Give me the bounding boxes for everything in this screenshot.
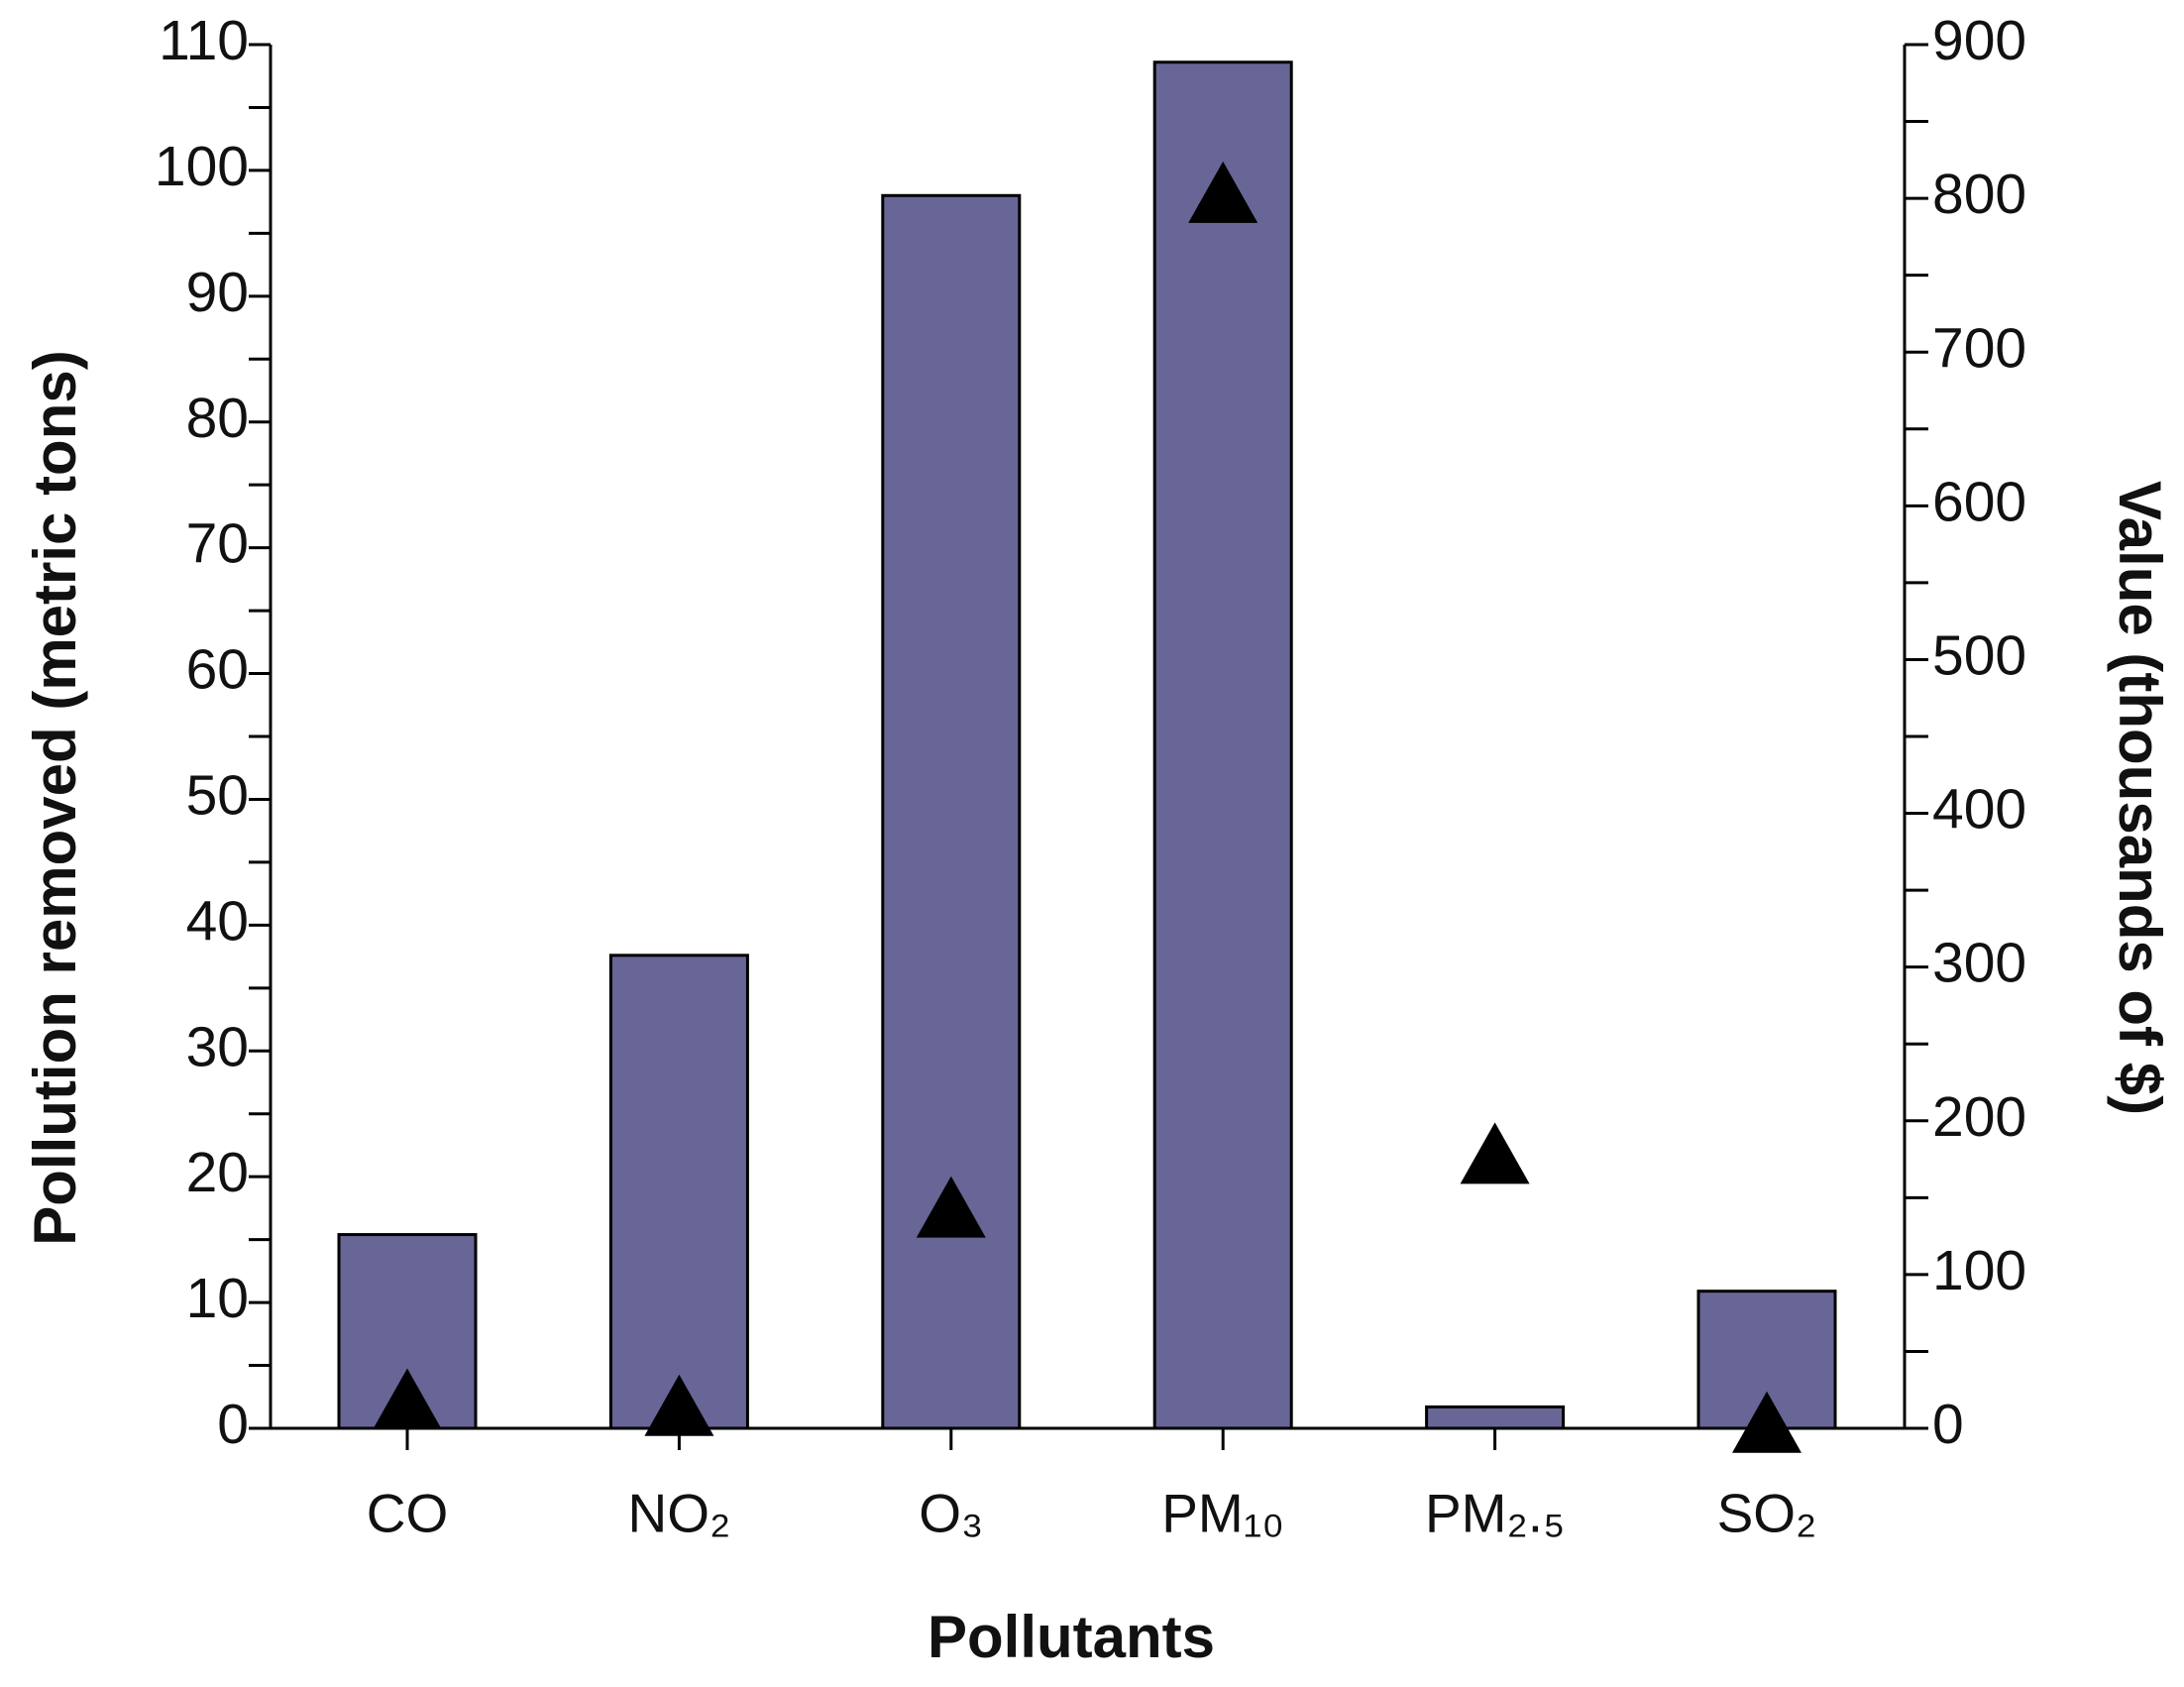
x-tick-label: NO₂ [627, 1483, 730, 1544]
y-tick-label: 90 [186, 261, 249, 324]
triangle-marker [916, 1176, 986, 1238]
triangle-marker [1732, 1391, 1802, 1453]
y2-tick-label: 400 [1932, 778, 2026, 842]
bar [1425, 1405, 1566, 1430]
x-tick-label: PM₂.₅ [1425, 1483, 1565, 1544]
triangle-marker [1188, 161, 1258, 223]
y2-tick-label: 100 [1932, 1239, 2026, 1302]
y2-tick-label: 700 [1932, 316, 2026, 380]
y-axis-title: Pollution removed (metric tons) [22, 350, 88, 1245]
bar [1152, 60, 1293, 1430]
y2-axis-title: Value (thousands of $) [2107, 481, 2173, 1115]
y-tick-label: 70 [186, 512, 249, 576]
y-tick-label: 80 [186, 387, 249, 450]
y2-tick-label: 200 [1932, 1085, 2026, 1149]
x-tick-label: PM₁₀ [1161, 1483, 1284, 1544]
triangle-marker [644, 1374, 714, 1436]
y2-tick-label: 0 [1932, 1393, 1964, 1456]
y-tick-label: 100 [155, 135, 249, 198]
y2-tick-label: 800 [1932, 163, 2026, 226]
bar [608, 954, 749, 1430]
y2-tick-label: 500 [1932, 624, 2026, 688]
y-tick-label: 50 [186, 764, 249, 828]
y2-tick-label: 300 [1932, 932, 2026, 995]
triangle-marker [1460, 1122, 1530, 1184]
y-tick-label: 20 [186, 1141, 249, 1204]
x-tick-label: SO₂ [1717, 1483, 1817, 1544]
x-axis-title: Pollutants [928, 1604, 1215, 1670]
y-tick-label: 60 [186, 638, 249, 702]
y-tick-label: 30 [186, 1015, 249, 1078]
x-tick-label: O₃ [919, 1483, 983, 1544]
y2-tick-label: 900 [1932, 9, 2026, 72]
triangle-marker [373, 1368, 442, 1430]
y2-tick-label: 600 [1932, 470, 2026, 533]
y-tick-label: 10 [186, 1267, 249, 1330]
y-tick-label: 40 [186, 889, 249, 953]
y-tick-label: 110 [159, 9, 249, 72]
x-tick-label: CO [367, 1483, 449, 1544]
y-tick-label: 0 [217, 1393, 249, 1456]
bar [881, 193, 1022, 1430]
